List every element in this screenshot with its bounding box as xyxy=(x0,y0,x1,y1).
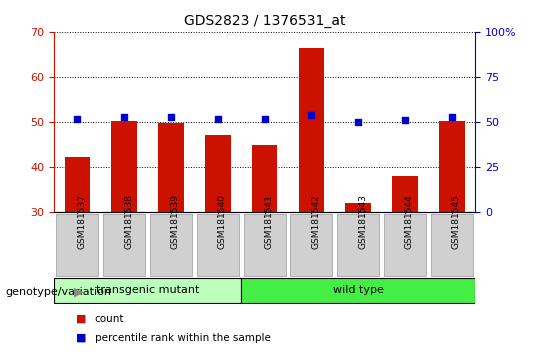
Text: percentile rank within the sample: percentile rank within the sample xyxy=(94,333,271,343)
FancyBboxPatch shape xyxy=(150,214,192,276)
Text: GSM181545: GSM181545 xyxy=(452,194,461,250)
FancyBboxPatch shape xyxy=(103,214,145,276)
Text: GSM181543: GSM181543 xyxy=(358,194,367,250)
Bar xyxy=(111,121,137,212)
FancyBboxPatch shape xyxy=(56,214,98,276)
Bar xyxy=(65,157,90,212)
Point xyxy=(120,114,129,120)
Title: GDS2823 / 1376531_at: GDS2823 / 1376531_at xyxy=(184,14,346,28)
FancyBboxPatch shape xyxy=(241,278,475,303)
FancyBboxPatch shape xyxy=(54,278,241,303)
Point xyxy=(260,116,269,121)
FancyBboxPatch shape xyxy=(337,214,379,276)
Text: ▶: ▶ xyxy=(73,286,83,298)
FancyBboxPatch shape xyxy=(431,214,473,276)
FancyBboxPatch shape xyxy=(244,214,286,276)
Point xyxy=(401,118,409,123)
Text: ■: ■ xyxy=(76,333,86,343)
Point xyxy=(354,119,362,125)
Text: GSM181542: GSM181542 xyxy=(312,195,320,249)
Bar xyxy=(345,203,371,212)
Point xyxy=(73,116,82,121)
Text: GSM181538: GSM181538 xyxy=(124,194,133,250)
Bar xyxy=(205,135,231,212)
Text: GSM181541: GSM181541 xyxy=(265,194,274,250)
Bar xyxy=(392,176,418,212)
FancyBboxPatch shape xyxy=(197,214,239,276)
Bar xyxy=(299,48,324,212)
Text: GSM181539: GSM181539 xyxy=(171,194,180,250)
Text: genotype/variation: genotype/variation xyxy=(5,287,111,297)
Text: wild type: wild type xyxy=(333,285,383,295)
FancyBboxPatch shape xyxy=(384,214,426,276)
Text: ■: ■ xyxy=(76,314,86,324)
Text: GSM181537: GSM181537 xyxy=(77,194,86,250)
FancyBboxPatch shape xyxy=(291,214,333,276)
Text: GSM181544: GSM181544 xyxy=(405,195,414,249)
Bar xyxy=(158,123,184,212)
Text: GSM181540: GSM181540 xyxy=(218,194,227,250)
Bar xyxy=(252,145,278,212)
Point xyxy=(448,114,456,120)
Point xyxy=(167,114,176,120)
Text: count: count xyxy=(94,314,124,324)
Point xyxy=(213,116,222,121)
Bar xyxy=(439,121,464,212)
Text: transgenic mutant: transgenic mutant xyxy=(96,285,199,295)
Point xyxy=(307,112,316,118)
